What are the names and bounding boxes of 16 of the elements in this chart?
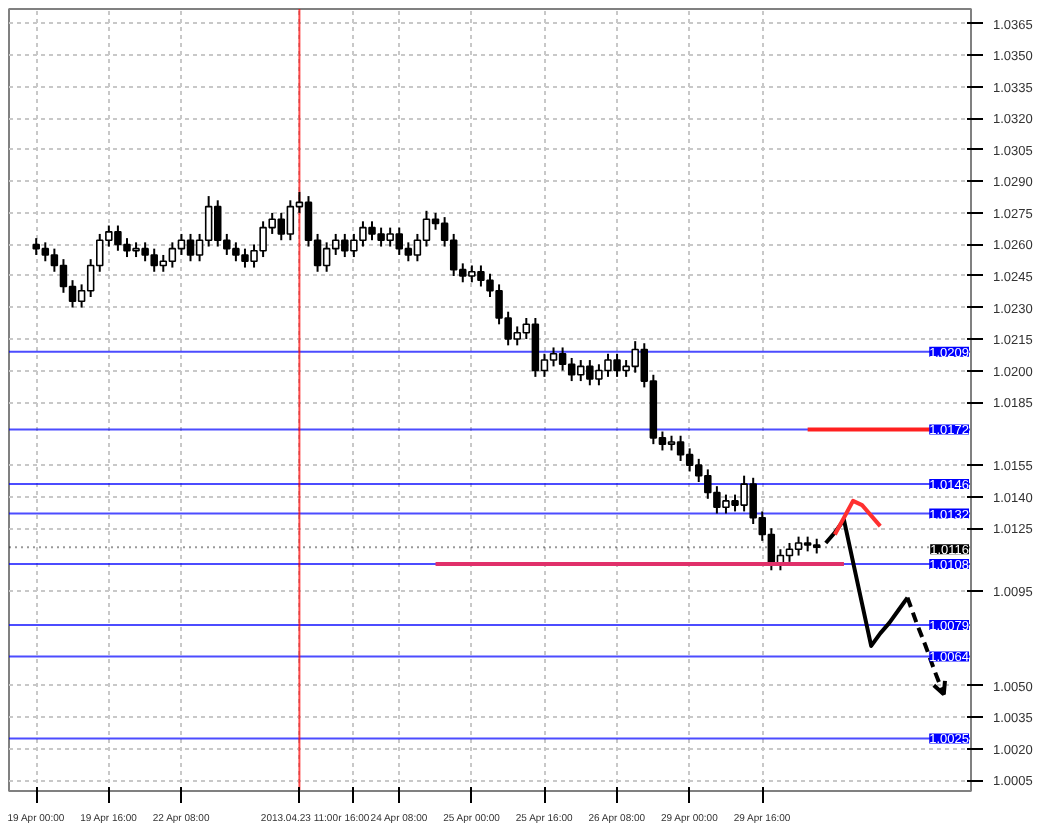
candlestick bbox=[785, 541, 794, 563]
candlestick bbox=[186, 232, 195, 263]
line-series bbox=[832, 498, 883, 537]
candlestick bbox=[549, 346, 558, 368]
candlestick bbox=[794, 535, 803, 557]
candlestick bbox=[685, 447, 694, 473]
candlestick bbox=[168, 241, 177, 269]
candlestick bbox=[422, 209, 431, 248]
candlestick bbox=[322, 241, 331, 273]
candlestick bbox=[204, 195, 213, 248]
candlestick bbox=[676, 434, 685, 462]
candlestick bbox=[531, 317, 540, 378]
candlestick bbox=[286, 199, 295, 242]
candlestick bbox=[558, 346, 567, 372]
candlestick bbox=[59, 258, 68, 294]
candlestick bbox=[177, 232, 186, 256]
